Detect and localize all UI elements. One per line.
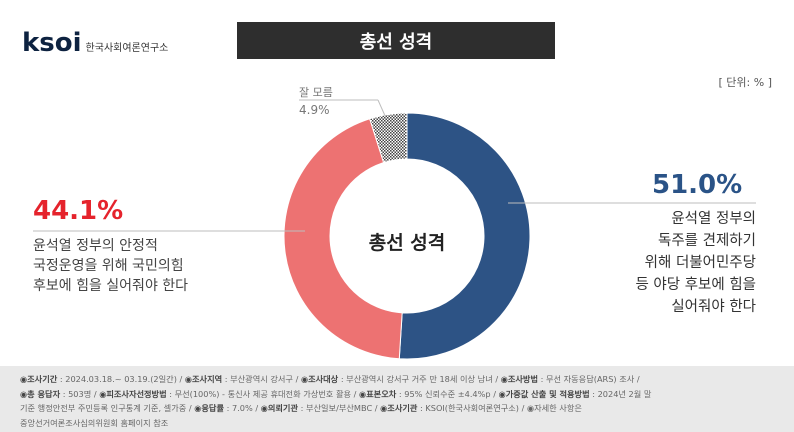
footer-value: : 부산광역시 강서구 / xyxy=(222,374,301,384)
ksoi-logo: ksoi 한국사회여론연구소 xyxy=(22,28,168,58)
footer-value: 기준 행정안전부 주민등록 인구통계 기준, 셀가중 / xyxy=(20,403,195,413)
donut-chart xyxy=(33,99,756,360)
unit-label: [ 단위: % ] xyxy=(718,76,772,89)
footer-key: ◉가중값 산출 및 적용방법 xyxy=(498,388,590,399)
ppp-description: 윤석열 정부의 안정적 국정운영을 위해 국민의힘 후보에 힘을 실어줘야 한다 xyxy=(33,236,233,296)
dont-know-slice xyxy=(369,112,408,164)
opposition-desc-line: 등 야당 후보에 힘을 xyxy=(635,277,756,293)
footer-key: ◉응답률 xyxy=(194,403,224,413)
footer-key: ◉의뢰기관 xyxy=(260,403,298,413)
survey-footer xyxy=(0,366,794,432)
logo-mark: ksoi xyxy=(22,28,82,58)
footer-value: : 부산광역시 강서구 거주 만 18세 이상 남녀 / xyxy=(338,374,501,384)
footer-value: : 2024년 2월 말 xyxy=(589,388,652,399)
footer-line: ◉조사기간 : 2024.03.18.~ 03.19.(2일간) / ◉조사지역… xyxy=(20,372,776,387)
footer-key: ◉피조사자선정방법 xyxy=(99,388,167,399)
footer-value: 중앙선거여론조사심의위원회 홈페이지 참조 xyxy=(20,417,169,428)
opposition-slice xyxy=(398,112,531,360)
footer-key: ◉조사방법 xyxy=(500,374,538,384)
ppp-percent: 44.1% xyxy=(33,196,124,226)
dont-know-label: 잘 모름 xyxy=(299,86,333,99)
opposition-description: 윤석열 정부의 독주를 견제하기 위해 더불어민주당 등 야당 후보에 힘을 실… xyxy=(580,208,756,318)
footer-key: ◉조사기간 xyxy=(20,374,58,384)
opposition-desc-line: 위해 더불어민주당 xyxy=(644,255,756,271)
ppp-slice xyxy=(283,118,403,360)
footer-key: ◉조사대상 xyxy=(300,374,339,384)
opposition-desc-line: 윤석열 정부의 xyxy=(671,211,756,227)
footer-value: : 2024.03.18.~ 03.19.(2일간) / xyxy=(57,374,185,384)
footer-line: 기준 행정안전부 주민등록 인구통계 기준, 셀가중 / ◉응답률 : 7.0%… xyxy=(20,401,776,416)
footer-value: : 7.0% / xyxy=(223,403,261,413)
chart-title: 총선 성격 xyxy=(237,22,555,59)
footer-value: : 95% 신뢰수준 ±4.4%p / xyxy=(396,388,499,399)
logo-subtitle: 한국사회여론연구소 xyxy=(85,42,169,54)
footer-value: : 무선(100%) - 통신사 제공 휴대전화 가상번호 활용 / xyxy=(166,388,359,399)
opposition-desc-line: 독주를 견제하기 xyxy=(658,233,756,249)
footer-value: : KSOI(한국사회여론연구소) / ◉자세한 사항은 xyxy=(417,403,582,413)
footer-value: : 무선 자동응답(ARS) 조사 / xyxy=(537,374,640,384)
footer-value: : 503명 / xyxy=(60,388,100,399)
footer-key: ◉조사지역 xyxy=(184,374,223,384)
dk-leader-diag xyxy=(377,99,387,119)
dont-know-value: 4.9% xyxy=(299,103,330,117)
opposition-percent: 51.0% xyxy=(652,170,743,200)
opposition-desc-line: 실어줘야 한다 xyxy=(671,299,756,315)
ppp-desc-line: 국정운영을 위해 국민의힘 xyxy=(33,258,184,274)
footer-value: : 부산일보/부산MBC / xyxy=(298,403,381,413)
ppp-desc-line: 후보에 힘을 실어줘야 한다 xyxy=(33,278,189,294)
footer-key: ◉조사기관 xyxy=(380,403,418,413)
footer-line: 중앙선거여론조사심의위원회 홈페이지 참조 xyxy=(20,416,776,431)
ppp-desc-line: 윤석열 정부의 안정적 xyxy=(33,238,158,254)
footer-key: ◉표본오차 xyxy=(358,388,397,399)
survey-footer-text: ◉조사기간 : 2024.03.18.~ 03.19.(2일간) / ◉조사지역… xyxy=(20,372,776,430)
donut-center-label: 총선 성격 xyxy=(368,232,446,254)
footer-line: ◉총 응답자 : 503명 / ◉피조사자선정방법 : 무선(100%) - 통… xyxy=(20,387,776,402)
footer-key: ◉총 응답자 xyxy=(20,388,61,399)
